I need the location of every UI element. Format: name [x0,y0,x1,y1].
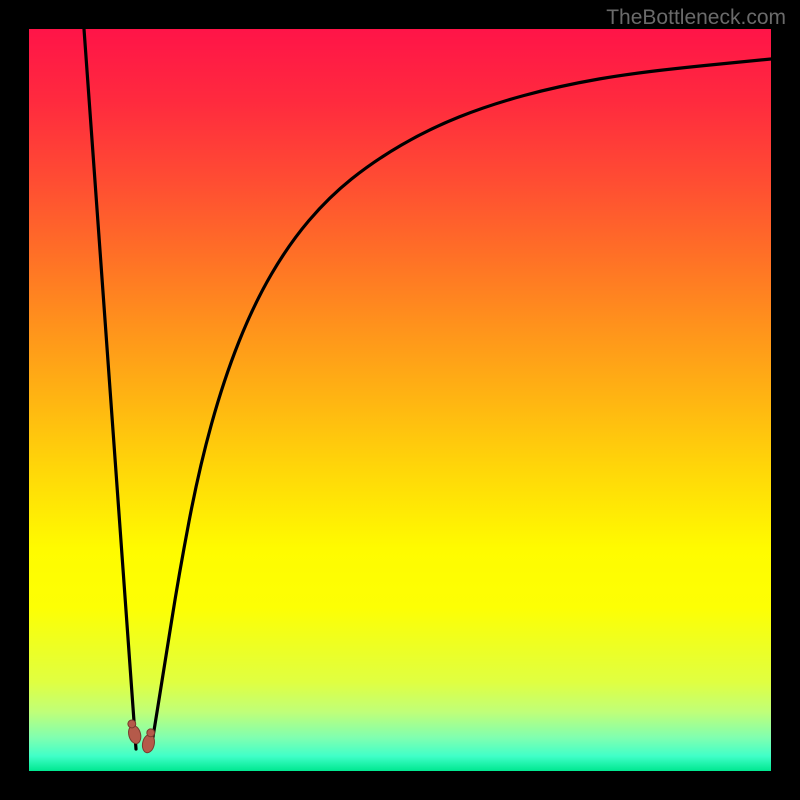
footprint-marker [141,728,157,754]
chart-container: { "watermark": { "text": "TheBottleneck.… [0,0,800,800]
watermark-text: TheBottleneck.com [606,6,786,30]
chart-curve [29,29,771,771]
bottleneck-chart [29,29,771,771]
footprint-marker [125,719,143,745]
